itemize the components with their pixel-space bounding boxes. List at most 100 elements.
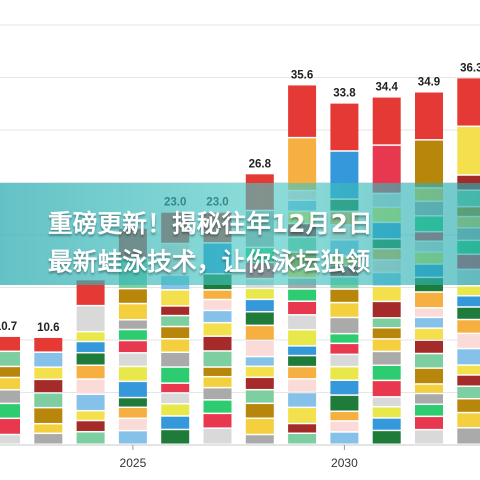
bar-segment [415, 92, 443, 140]
bar-segment [288, 85, 317, 137]
bar-segment [372, 339, 401, 351]
bar-segment [203, 336, 232, 351]
bar-total-label: 26.8 [249, 158, 272, 170]
bar-segment [288, 356, 317, 366]
bar-segment [76, 421, 105, 431]
headline-line-1: 重磅更新！揭秘往年12月2日 [48, 209, 373, 238]
bar-segment [330, 395, 359, 411]
bar-segment [0, 367, 20, 377]
bar-segment [161, 327, 190, 338]
bar-segment [161, 367, 190, 383]
bar-segment [245, 404, 274, 418]
bar-segment [415, 308, 443, 317]
bar-segment [457, 428, 480, 444]
bar-segment [34, 393, 63, 407]
bar-segment [0, 352, 20, 366]
bar-segment [118, 419, 147, 430]
bar-segment [415, 417, 443, 429]
bar-segment [415, 384, 443, 393]
bar-segment [203, 377, 232, 387]
bar-segment [330, 303, 359, 317]
bar-segment [415, 394, 443, 404]
bar-segment [0, 390, 20, 403]
bar-segment [288, 393, 317, 407]
bar-segment [203, 388, 232, 400]
bar-segment [457, 78, 480, 126]
bar-segment [415, 354, 443, 368]
bar-segment [118, 367, 147, 381]
bar-segment [245, 326, 274, 340]
bar-segment [457, 399, 480, 412]
bar-segment [288, 138, 317, 190]
bar-segment [203, 428, 232, 444]
bar-segment [76, 306, 105, 331]
bar-segment [34, 434, 63, 444]
bar-segment [330, 334, 359, 343]
bar-segment [245, 300, 274, 311]
bar-segment [161, 393, 190, 403]
bar-segment [288, 367, 317, 379]
bar-segment [245, 390, 274, 403]
bar-segment [457, 413, 480, 427]
bar-segment [161, 430, 190, 444]
bar-segment [288, 408, 317, 423]
bar-segment [161, 306, 190, 315]
bar-total-label: 36.3 [460, 62, 480, 74]
bar-segment [0, 435, 20, 444]
bar-segment [288, 289, 317, 301]
bar-segment [372, 352, 401, 365]
bar-segment [372, 97, 401, 145]
bar-segment [288, 315, 317, 329]
bar-segment [34, 408, 63, 423]
bar-segment [118, 341, 147, 353]
x-tick-label: 2025 [120, 456, 147, 470]
bar-segment [457, 365, 480, 375]
bar-segment [161, 404, 190, 416]
bar-segment [118, 330, 147, 340]
bar-segment [288, 434, 317, 444]
bar-segment [372, 287, 401, 301]
x-tick-label: 2030 [331, 456, 358, 470]
bar-segment [118, 304, 147, 319]
bar-segment [76, 365, 105, 379]
bar-segment [118, 289, 147, 303]
bar-segment [34, 367, 63, 379]
bar-segment [457, 296, 480, 307]
bar-segment [245, 419, 274, 434]
bar-segment [288, 301, 317, 315]
bar-segment [457, 320, 480, 333]
bar-segment [372, 407, 401, 418]
headline-line-2: 最新蛙泳技术，让你泳坛独领 [48, 247, 371, 276]
bar-segment [203, 414, 232, 428]
bar-segment [118, 353, 147, 366]
bar-segment [0, 404, 20, 418]
bar-segment [245, 378, 274, 389]
bar-segment [372, 397, 401, 406]
bar-segment [372, 328, 401, 339]
bar-segment [415, 368, 443, 384]
bar-segment [457, 386, 480, 398]
bar-segment [372, 318, 401, 327]
bar-segment [415, 405, 443, 416]
bar-segment [161, 339, 190, 352]
bar-total-label: 35.6 [291, 69, 313, 81]
bar-total-label: 34.9 [418, 77, 440, 89]
bar-total-label: 10.6 [37, 322, 59, 334]
bar-segment [372, 431, 401, 444]
bar-segment [457, 286, 480, 296]
bar-segment [34, 380, 63, 393]
bar-segment [203, 290, 232, 299]
bar-segment [288, 330, 317, 346]
bar-segment [76, 379, 105, 394]
bar-segment [161, 383, 190, 393]
bar-segment [76, 394, 105, 410]
bar-segment [203, 367, 232, 376]
bar-segment [415, 340, 443, 353]
bar-segment [330, 318, 359, 333]
bar-segment [76, 342, 105, 352]
bar-segment [288, 379, 317, 392]
bar-segment [288, 346, 317, 355]
bar-segment [118, 320, 147, 329]
bar-segment [330, 103, 359, 151]
